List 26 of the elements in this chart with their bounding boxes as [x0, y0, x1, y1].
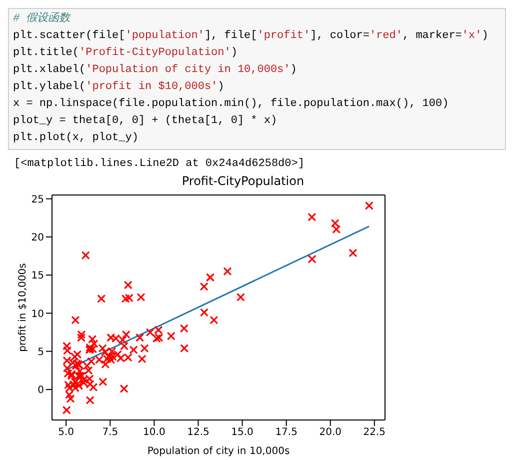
- y-axis-title: profit in $10,000s: [18, 263, 29, 352]
- x-tick-label: 5.0: [58, 427, 74, 438]
- y-tick-label: 25: [31, 194, 44, 206]
- text: plt.plot(x, plot_y): [13, 132, 138, 144]
- text: plot_y = theta[0, 0] + (theta[1, 0] * x): [13, 115, 278, 127]
- chart-title: Profit-CityPopulation: [180, 174, 306, 188]
- text: plt.xlabel('Population of city in 10,000s'): [13, 64, 297, 76]
- x-tick-label: 15.0: [231, 427, 254, 438]
- x-axis-title: Population of city in 10,000s: [147, 446, 290, 457]
- y-tick-label: 20: [31, 232, 44, 244]
- x-tick-label: 20.0: [319, 427, 342, 438]
- x-tick-label: 22.5: [363, 427, 386, 438]
- x-tick-label: 10.0: [143, 427, 166, 438]
- x-tick-label: 12.5: [187, 427, 210, 438]
- text: # 假设函数: [13, 11, 72, 27]
- x-tick-label: 7.5: [102, 427, 118, 438]
- text: [<matplotlib.lines.Line2D at 0x24a4d6258d0>]: [13, 157, 306, 172]
- y-tick-label: 15: [31, 270, 44, 282]
- x-tick-label: 17.5: [275, 427, 298, 438]
- text: x = np.linspace(file.population.min(), file.population.max(), 100): [13, 98, 449, 110]
- text: plt.scatter(file['population'], file['profit'], color='red', marker='x'): [13, 30, 488, 42]
- y-tick-label: 5: [38, 346, 44, 358]
- y-tick-label: 0: [38, 385, 44, 396]
- text: plt.title('Profit-CityPopulation'): [13, 47, 238, 59]
- y-tick-label: 10: [31, 308, 44, 320]
- text: plt.ylabel('profit in $10,000s'): [13, 81, 224, 93]
